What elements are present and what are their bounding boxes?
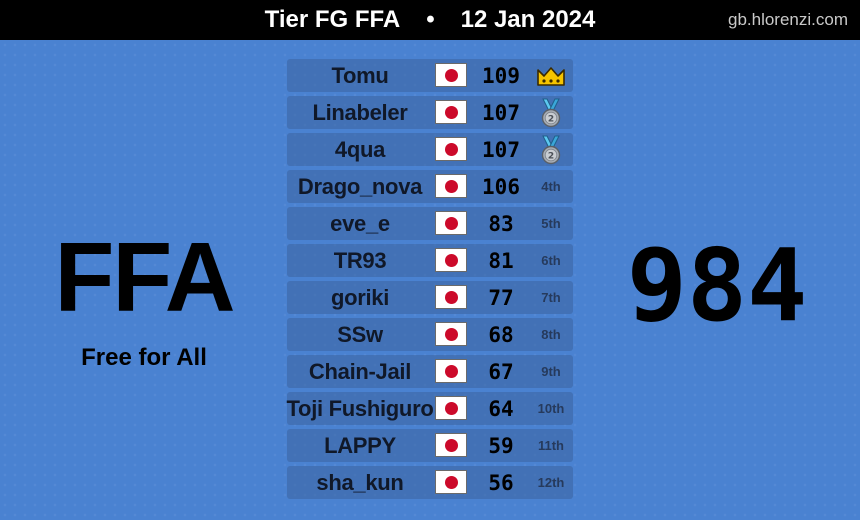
player-name: Tomu xyxy=(331,62,389,88)
flag-disc xyxy=(444,475,458,489)
japan-flag xyxy=(435,137,467,161)
japan-flag xyxy=(435,248,467,272)
crown-icon xyxy=(533,59,569,92)
flag-disc xyxy=(444,216,458,230)
player-name: Drago_nova xyxy=(297,173,423,199)
flag-disc xyxy=(444,179,458,193)
table-row: 4qua 107 2 xyxy=(287,133,573,166)
player-name: Chain-Jail xyxy=(308,358,412,384)
japan-flag xyxy=(435,174,467,198)
player-rank: 5th xyxy=(541,216,561,231)
japan-flag xyxy=(435,63,467,87)
flag-disc xyxy=(444,401,458,415)
event-name: Tier FG FFA xyxy=(264,6,401,33)
player-name: LAPPY xyxy=(324,432,396,458)
site-link[interactable]: gb.hlorenzi.com xyxy=(727,10,848,29)
player-rank: 11th xyxy=(537,438,564,453)
flag-disc xyxy=(444,364,458,378)
player-score: 64 xyxy=(488,396,514,421)
mode-block: FFA Free for All xyxy=(40,228,248,372)
player-score: 83 xyxy=(488,211,514,236)
japan-flag xyxy=(435,211,467,235)
flag-disc xyxy=(444,142,458,156)
total-score: 984 xyxy=(626,227,808,344)
table-row: goriki 77 7th xyxy=(287,281,573,314)
player-rank: 6th xyxy=(541,253,561,268)
mode-short: FFA xyxy=(54,222,235,332)
table-row: Linabeler 107 2 xyxy=(287,96,573,129)
player-rank: 12th xyxy=(537,475,565,490)
player-name: TR93 xyxy=(333,247,387,273)
player-name: Toji Fushiguro xyxy=(286,395,434,421)
results-table: Tomu 109 Linabeler 107 2 4qua 107 2 Drago_nova 10… xyxy=(287,59,573,503)
silver-medal-icon: 2 xyxy=(533,133,569,166)
table-row: eve_e 83 5th xyxy=(287,207,573,240)
flag-disc xyxy=(444,438,458,452)
table-row: Chain-Jail 67 9th xyxy=(287,355,573,388)
table-row: Toji Fushiguro 64 10th xyxy=(287,392,573,425)
table-row: LAPPY 59 11th xyxy=(287,429,573,462)
player-score: 77 xyxy=(488,285,514,310)
table-row: Tomu 109 xyxy=(287,59,573,92)
flag-disc xyxy=(444,327,458,341)
japan-flag xyxy=(435,433,467,457)
header-separator: • xyxy=(426,6,435,33)
header-title: Tier FG FFA • 12 Jan 2024 xyxy=(0,0,860,40)
player-rank: 9th xyxy=(541,364,561,379)
player-score: 56 xyxy=(488,470,514,495)
player-rank: 8th xyxy=(541,327,561,342)
japan-flag xyxy=(435,100,467,124)
table-row: TR93 81 6th xyxy=(287,244,573,277)
player-score: 106 xyxy=(482,174,520,199)
player-name: sha_kun xyxy=(316,469,404,495)
japan-flag xyxy=(435,285,467,309)
player-rank: 10th xyxy=(537,401,565,416)
mode-long: Free for All xyxy=(81,344,207,371)
header-bar: Tier FG FFA • 12 Jan 2024 gb.hlorenzi.co… xyxy=(0,0,860,40)
player-name: eve_e xyxy=(330,210,390,236)
player-name: 4qua xyxy=(334,136,386,162)
player-name: goriki xyxy=(330,284,390,310)
player-name: Linabeler xyxy=(312,99,408,125)
svg-text:2: 2 xyxy=(548,114,554,124)
player-score: 107 xyxy=(482,137,520,162)
table-row: sha_kun 56 12th xyxy=(287,466,573,499)
japan-flag xyxy=(435,359,467,383)
flag-disc xyxy=(444,68,458,82)
silver-medal-icon: 2 xyxy=(533,96,569,129)
flag-disc xyxy=(444,105,458,119)
player-score: 67 xyxy=(488,359,514,384)
flag-disc xyxy=(444,290,458,304)
player-score: 107 xyxy=(482,100,520,125)
table-row: SSw 68 8th xyxy=(287,318,573,351)
player-rank: 7th xyxy=(541,290,561,305)
player-name: SSw xyxy=(337,321,383,347)
japan-flag xyxy=(435,396,467,420)
player-score: 68 xyxy=(488,322,514,347)
player-score: 59 xyxy=(488,433,514,458)
japan-flag xyxy=(435,322,467,346)
player-rank: 4th xyxy=(541,179,561,194)
player-score: 109 xyxy=(482,63,520,88)
svg-text:2: 2 xyxy=(548,151,554,161)
event-date: 12 Jan 2024 xyxy=(460,6,596,33)
japan-flag xyxy=(435,470,467,494)
flag-disc xyxy=(444,253,458,267)
player-score: 81 xyxy=(488,248,514,273)
table-row: Drago_nova 106 4th xyxy=(287,170,573,203)
